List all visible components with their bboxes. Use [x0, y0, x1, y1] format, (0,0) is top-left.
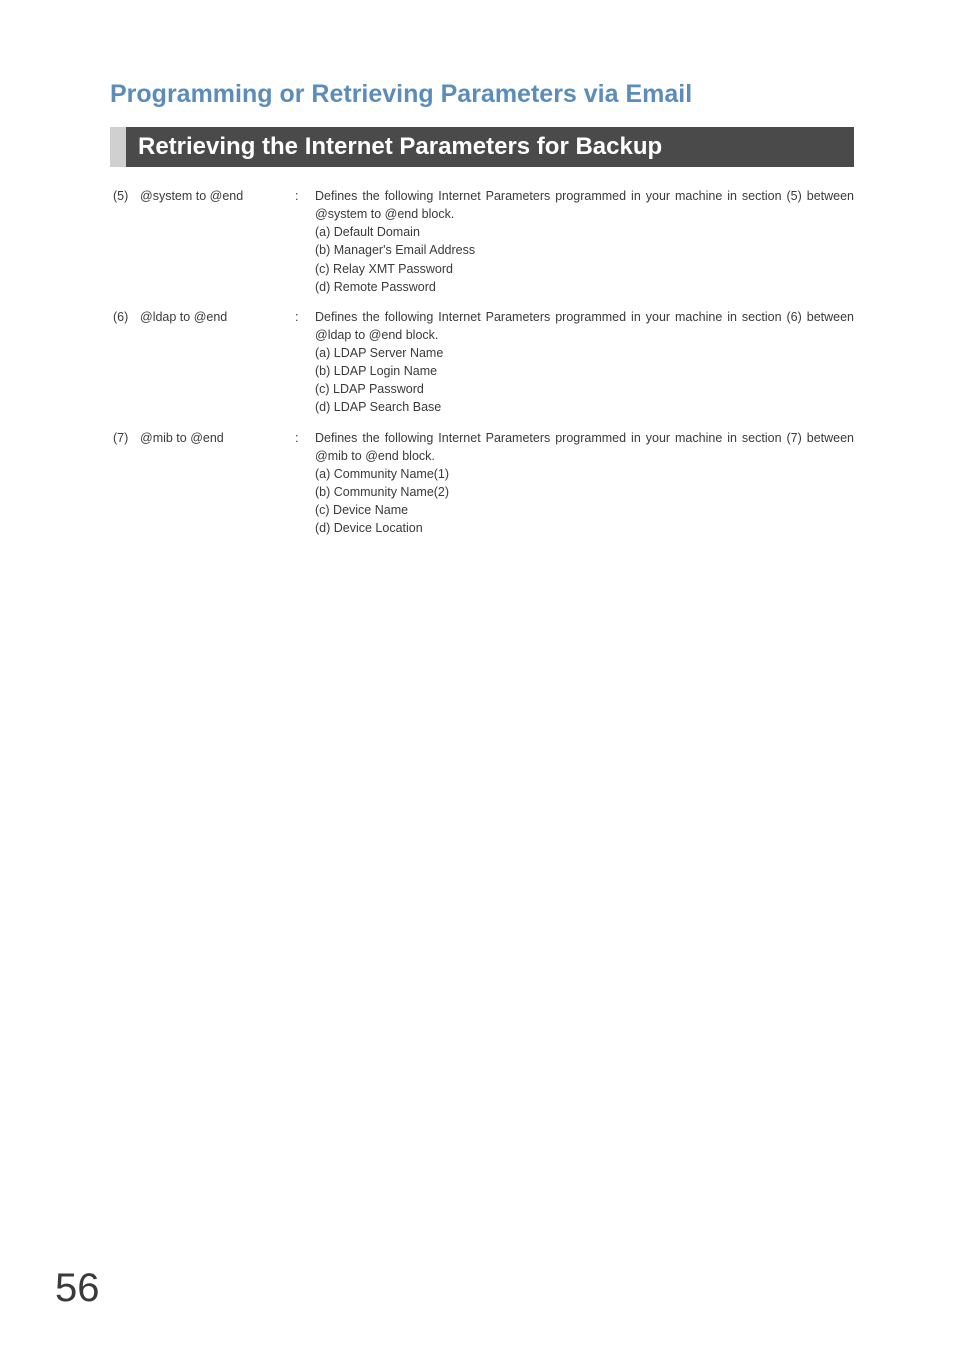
- param-num: (5): [110, 187, 140, 205]
- page-number: 56: [55, 1266, 100, 1311]
- param-colon: :: [295, 308, 315, 326]
- param-desc: Defines the following Internet Parameter…: [315, 187, 854, 296]
- param-desc-item: (d) Remote Password: [315, 278, 854, 296]
- section-header: Retrieving the Internet Parameters for B…: [110, 127, 854, 167]
- param-desc-intro: Defines the following Internet Parameter…: [315, 308, 854, 344]
- param-desc-item: (b) Manager's Email Address: [315, 241, 854, 259]
- param-desc-intro: Defines the following Internet Parameter…: [315, 187, 854, 223]
- param-colon: :: [295, 429, 315, 447]
- param-desc: Defines the following Internet Parameter…: [315, 308, 854, 417]
- param-row-6: (6) @ldap to @end : Defines the followin…: [110, 308, 854, 417]
- param-label: @mib to @end: [140, 429, 295, 447]
- param-desc-item: (b) LDAP Login Name: [315, 362, 854, 380]
- param-colon: :: [295, 187, 315, 205]
- main-title: Programming or Retrieving Parameters via…: [110, 80, 854, 109]
- param-desc-item: (c) Relay XMT Password: [315, 260, 854, 278]
- param-desc-item: (c) Device Name: [315, 501, 854, 519]
- param-row-7: (7) @mib to @end : Defines the following…: [110, 429, 854, 538]
- param-label: @ldap to @end: [140, 308, 295, 326]
- param-row-5: (5) @system to @end : Defines the follow…: [110, 187, 854, 296]
- param-desc-item: (a) Community Name(1): [315, 465, 854, 483]
- param-label: @system to @end: [140, 187, 295, 205]
- param-desc-intro: Defines the following Internet Parameter…: [315, 429, 854, 465]
- param-desc-item: (c) LDAP Password: [315, 380, 854, 398]
- param-desc: Defines the following Internet Parameter…: [315, 429, 854, 538]
- param-desc-item: (a) Default Domain: [315, 223, 854, 241]
- param-desc-item: (d) Device Location: [315, 519, 854, 537]
- param-desc-item: (a) LDAP Server Name: [315, 344, 854, 362]
- param-num: (7): [110, 429, 140, 447]
- param-desc-item: (d) LDAP Search Base: [315, 398, 854, 416]
- param-desc-item: (b) Community Name(2): [315, 483, 854, 501]
- param-num: (6): [110, 308, 140, 326]
